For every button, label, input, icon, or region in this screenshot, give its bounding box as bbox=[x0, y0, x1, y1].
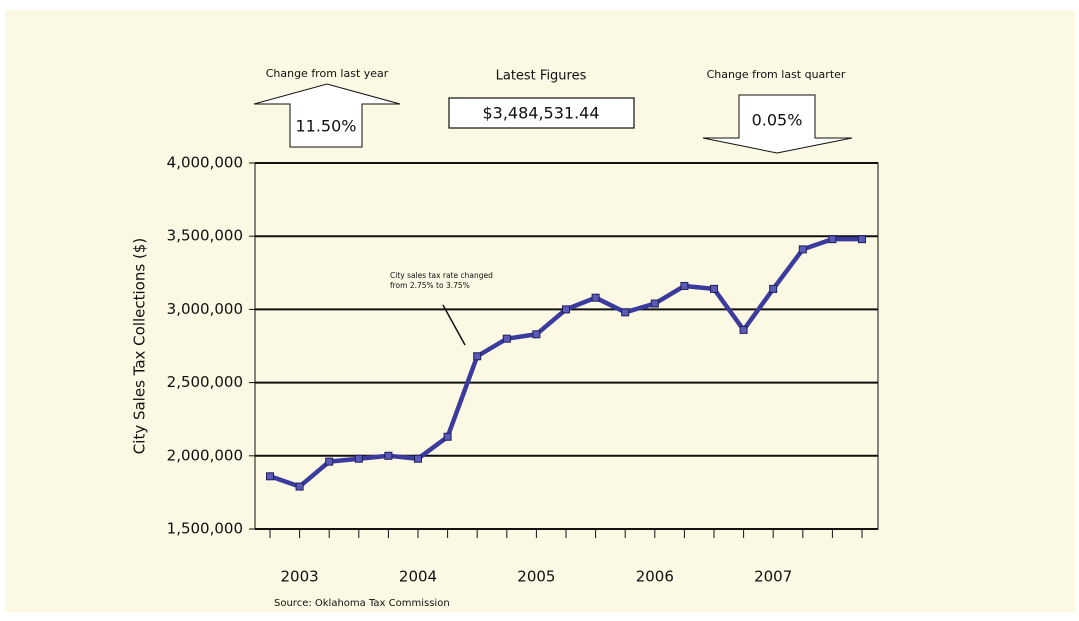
annotation-pointer bbox=[442, 304, 466, 346]
y-tick-label: 3,500,000 bbox=[167, 227, 243, 245]
point bbox=[680, 281, 689, 290]
y-tick-label: 1,500,000 bbox=[167, 520, 243, 538]
header-value: 11.50% bbox=[295, 117, 356, 136]
point bbox=[858, 235, 866, 244]
point bbox=[384, 451, 393, 460]
x-tick-label: 2006 bbox=[636, 568, 674, 586]
point bbox=[710, 284, 718, 293]
point bbox=[739, 325, 748, 334]
header-value: $3,484,531.44 bbox=[482, 104, 599, 123]
y-axis-label: City Sales Tax Collections ($) bbox=[131, 238, 149, 454]
header-title: Change from last year bbox=[266, 67, 389, 80]
header-title: Latest Figures bbox=[496, 69, 587, 84]
point bbox=[562, 305, 570, 314]
point bbox=[325, 457, 334, 466]
point bbox=[354, 454, 363, 463]
annotation: from 2.75% to 3.75% bbox=[390, 281, 470, 290]
x-tick-label: 2004 bbox=[399, 568, 437, 586]
point bbox=[266, 472, 274, 481]
down-arrow bbox=[702, 94, 853, 154]
annotation: City sales tax rate changed bbox=[390, 271, 493, 280]
point bbox=[798, 245, 807, 254]
y-tick-label: 4,000,000 bbox=[167, 154, 243, 172]
point bbox=[650, 299, 659, 308]
point bbox=[621, 308, 630, 317]
point bbox=[532, 330, 541, 339]
y-tick-label: 2,000,000 bbox=[167, 446, 243, 464]
point bbox=[295, 482, 304, 491]
up-arrow bbox=[253, 83, 401, 148]
point bbox=[443, 432, 452, 441]
y-tick-label: 2,500,000 bbox=[167, 373, 243, 391]
point bbox=[473, 352, 482, 361]
point bbox=[591, 293, 600, 302]
x-tick-label: 2007 bbox=[754, 568, 792, 586]
point bbox=[414, 454, 422, 463]
latest-box bbox=[448, 97, 635, 129]
header-value: 0.05% bbox=[752, 111, 803, 130]
source: Source: Oklahoma Tax Commission bbox=[274, 598, 450, 609]
x-tick-label: 2003 bbox=[281, 568, 319, 586]
header-title: Change from last quarter bbox=[707, 68, 846, 81]
point bbox=[502, 334, 511, 343]
point bbox=[828, 235, 837, 244]
x-tick-label: 2005 bbox=[517, 568, 555, 586]
point bbox=[769, 284, 778, 293]
y-tick-label: 3,000,000 bbox=[167, 300, 243, 318]
